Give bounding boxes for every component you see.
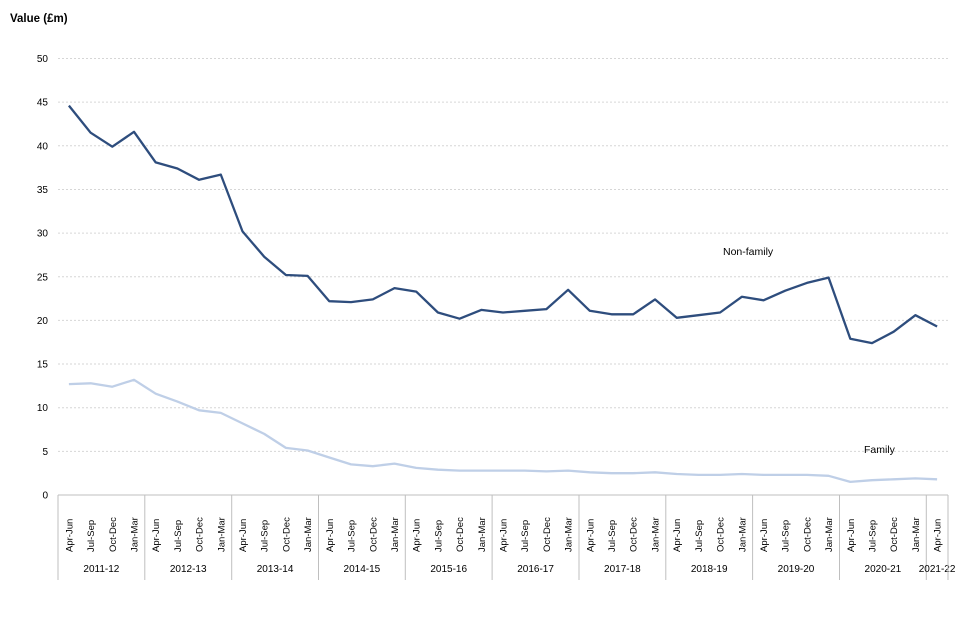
quarter-tick-label: Jan-Mar <box>651 517 662 552</box>
quarter-tick-label: Oct-Dec <box>455 517 466 552</box>
year-label: 2016-17 <box>517 564 554 575</box>
y-tick-label: 40 <box>37 141 49 152</box>
quarter-tick-label: Jul-Sep <box>520 520 531 552</box>
quarter-tick-label: Jul-Sep <box>433 520 444 552</box>
quarter-tick-label: Oct-Dec <box>368 517 379 552</box>
year-label: 2015-16 <box>430 564 467 575</box>
y-axis-title: Value (£m) <box>10 13 68 25</box>
quarter-tick-label: Jan-Mar <box>390 517 401 552</box>
year-label: 2011-12 <box>83 564 119 575</box>
quarter-tick-label: Oct-Dec <box>716 517 727 552</box>
quarter-tick-label: Jan-Mar <box>303 517 314 552</box>
quarter-tick-label: Apr-Jun <box>585 519 596 552</box>
quarter-tick-label: Apr-Jun <box>672 519 683 552</box>
y-tick-label: 20 <box>37 316 49 327</box>
y-tick-label: 15 <box>37 360 49 371</box>
quarter-tick-label: Jul-Sep <box>173 520 184 552</box>
quarter-tick-label: Oct-Dec <box>281 517 292 552</box>
year-label: 2012-13 <box>170 564 207 575</box>
y-tick-label: 30 <box>37 229 49 240</box>
quarter-tick-label: Jan-Mar <box>130 517 141 552</box>
y-tick-label: 35 <box>37 185 49 196</box>
quarter-tick-label: Oct-Dec <box>542 517 553 552</box>
quarter-tick-label: Apr-Jun <box>846 519 857 552</box>
year-label: 2020-21 <box>865 564 902 575</box>
y-tick-label: 0 <box>42 491 48 502</box>
quarter-tick-label: Oct-Dec <box>629 517 640 552</box>
quarter-tick-label: Apr-Jun <box>64 519 75 552</box>
y-tick-label: 45 <box>37 98 49 109</box>
quarter-tick-label: Jan-Mar <box>911 517 922 552</box>
year-label: 2018-19 <box>691 564 728 575</box>
quarter-tick-label: Jul-Sep <box>694 520 705 552</box>
quarter-tick-label: Apr-Jun <box>238 519 249 552</box>
quarter-tick-label: Apr-Jun <box>499 519 510 552</box>
y-tick-label: 50 <box>37 54 49 65</box>
quarter-tick-label: Jul-Sep <box>260 520 271 552</box>
family-series-label: Family <box>864 444 896 456</box>
quarter-tick-label: Apr-Jun <box>325 519 336 552</box>
year-label: 2013-14 <box>257 564 294 575</box>
quarter-tick-label: Oct-Dec <box>108 517 119 552</box>
family-line <box>68 378 938 484</box>
quarter-tick-label: Oct-Dec <box>889 517 900 552</box>
quarter-tick-label: Oct-Dec <box>195 517 206 552</box>
year-label: 2019-20 <box>778 564 815 575</box>
quarter-tick-label: Jan-Mar <box>824 517 835 552</box>
quarter-tick-label: Jul-Sep <box>86 520 97 552</box>
quarter-tick-label: Jan-Mar <box>216 517 227 552</box>
y-tick-label: 25 <box>37 272 49 283</box>
quarter-tick-label: Jan-Mar <box>737 517 748 552</box>
quarter-tick-label: Jul-Sep <box>607 520 618 552</box>
quarter-tick-label: Apr-Jun <box>933 519 944 552</box>
quarter-tick-label: Jul-Sep <box>347 520 358 552</box>
quarter-tick-label: Jul-Sep <box>868 520 879 552</box>
quarter-tick-label: Jan-Mar <box>477 517 488 552</box>
year-label: 2017-18 <box>604 564 641 575</box>
y-tick-label: 5 <box>42 447 48 458</box>
year-label: 2021-22 <box>919 564 956 575</box>
quarter-tick-label: Jan-Mar <box>564 517 575 552</box>
non-family-line <box>68 104 938 345</box>
non-family-series-label: Non-family <box>723 246 774 258</box>
y-tick-label: 10 <box>37 403 49 414</box>
quarter-tick-label: Apr-Jun <box>412 519 423 552</box>
quarter-tick-label: Oct-Dec <box>802 517 813 552</box>
year-label: 2014-15 <box>344 564 381 575</box>
quarter-tick-label: Jul-Sep <box>781 520 792 552</box>
quarter-tick-label: Apr-Jun <box>759 519 770 552</box>
quarter-tick-label: Apr-Jun <box>151 519 162 552</box>
